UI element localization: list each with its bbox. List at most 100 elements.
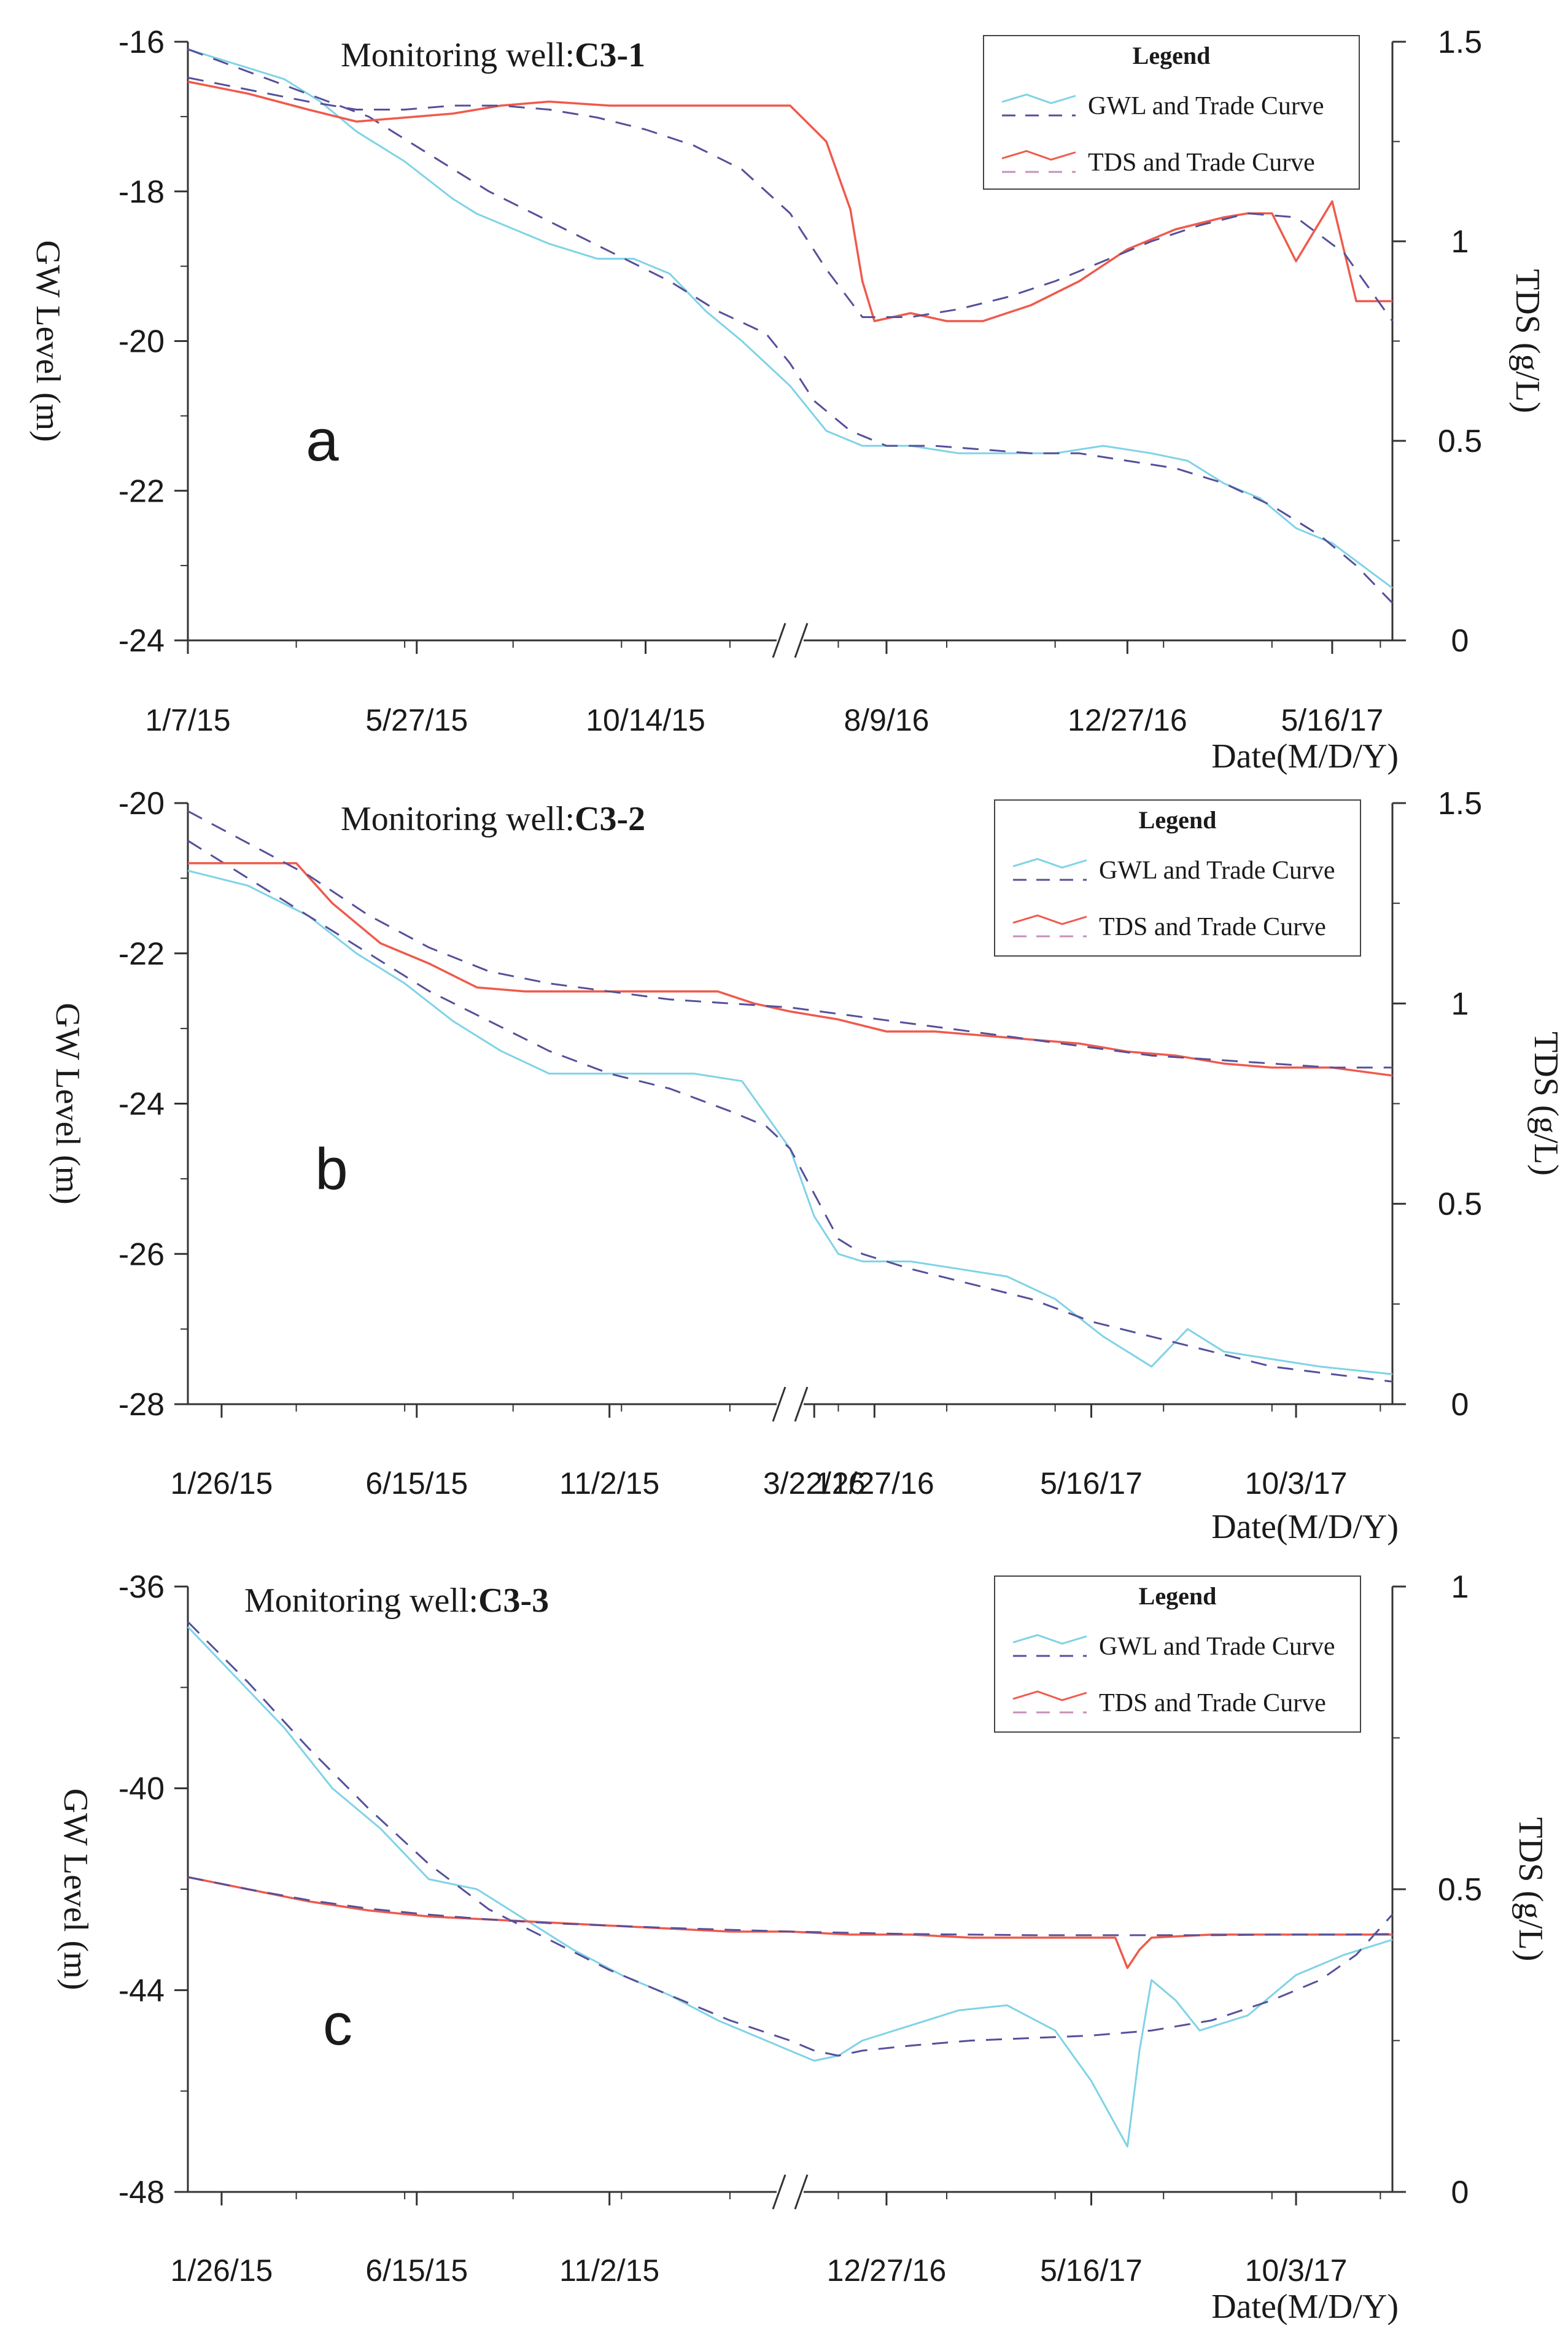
x-tick-label: 3/22/16 bbox=[763, 1466, 866, 1501]
legend: Legend GWL and Trade Curve TDS and Trade C… bbox=[994, 1575, 1361, 1733]
legend-entry-label: TDS and Trade Curve bbox=[1099, 1689, 1326, 1717]
y-tick-label-right: 1 bbox=[1451, 1569, 1469, 1605]
y-tick-label-right: 0.5 bbox=[1438, 424, 1482, 459]
series-gwl-line bbox=[187, 1626, 1393, 2148]
axis-break-mark bbox=[794, 1386, 809, 1422]
legend-swatch-solid bbox=[1012, 914, 1087, 925]
y-axis-label-right: TDS (g/L) bbox=[1527, 1031, 1565, 1176]
y-tick-label-left: -20 bbox=[118, 786, 165, 822]
x-tick-label: 11/2/15 bbox=[559, 2253, 659, 2288]
legend-swatch-solid bbox=[1001, 150, 1076, 161]
x-tick-label: 1/26/15 bbox=[171, 1466, 273, 1501]
x-tick-label: 6/15/15 bbox=[365, 1466, 468, 1501]
y-tick-label-left: -16 bbox=[118, 25, 165, 60]
axis-break-mark bbox=[772, 1386, 786, 1422]
series-gwl-trend-line bbox=[187, 1621, 1394, 2057]
legend-entry-label: GWL and Trade Curve bbox=[1088, 92, 1324, 120]
y-tick-label-right: 0 bbox=[1451, 623, 1469, 659]
x-tick-label: 8/9/16 bbox=[844, 703, 929, 737]
y-tick-label-left: -24 bbox=[118, 623, 165, 659]
y-tick-label-left: -48 bbox=[118, 2175, 165, 2210]
y-tick-label-left: -26 bbox=[118, 1237, 165, 1272]
y-axis-label-right: TDS (g/L) bbox=[1508, 269, 1547, 413]
axis-break-mark bbox=[772, 2174, 786, 2210]
y-tick-label-right: 1 bbox=[1451, 986, 1469, 1022]
legend-swatch-solid bbox=[1001, 93, 1076, 104]
legend: Legend GWL and Trade Curve TDS and Trade C… bbox=[983, 35, 1360, 190]
y-tick-label-right: 0.5 bbox=[1438, 1872, 1482, 1908]
y-tick-label-left: -44 bbox=[118, 1973, 165, 2008]
x-tick-label: 5/16/17 bbox=[1281, 703, 1383, 737]
y-axis-label-left: GW Level (m) bbox=[49, 1003, 87, 1205]
series-tds-trend-line bbox=[187, 1876, 1393, 1937]
x-tick-label: 10/3/17 bbox=[1245, 1466, 1348, 1501]
y-tick-label-left: -22 bbox=[118, 473, 165, 509]
chart-title-prefix: Monitoring well: bbox=[341, 800, 575, 838]
x-tick-label: 5/16/17 bbox=[1040, 2253, 1143, 2288]
chart-title-prefix: Monitoring well: bbox=[244, 1582, 478, 1620]
y-tick-label-right: 0 bbox=[1451, 2175, 1469, 2210]
chart-panel-b: -20 -22 -24 -26 -28 1.5 1 0.5 0 1/26/15 6/15/15 11/… bbox=[49, 786, 1565, 1546]
y-tick-label-left: -36 bbox=[118, 1569, 165, 1605]
series-tds-trend-line bbox=[187, 810, 1392, 1069]
x-tick-label: 10/3/17 bbox=[1245, 2253, 1348, 2288]
legend-box bbox=[994, 1575, 1361, 1733]
legend-box bbox=[983, 35, 1360, 190]
series-gwl-line bbox=[187, 48, 1393, 589]
panel-label: c bbox=[323, 1992, 352, 2057]
y-tick-label-right: 1.5 bbox=[1438, 786, 1482, 822]
legend: Legend GWL and Trade Curve TDS and Trade C… bbox=[994, 799, 1361, 957]
panel-label: b bbox=[315, 1136, 347, 1202]
legend-swatch-solid bbox=[1012, 858, 1087, 869]
x-tick-label: 6/15/15 bbox=[365, 2253, 468, 2288]
y-axis-label-left: GW Level (m) bbox=[56, 1789, 95, 1991]
y-tick-label-left: -20 bbox=[118, 324, 165, 360]
x-tick-label: 5/27/15 bbox=[365, 703, 468, 737]
chart-title: Monitoring well:C3-1 bbox=[341, 36, 645, 74]
axis-break-mark bbox=[794, 2174, 809, 2210]
y-tick-label-left: -22 bbox=[118, 936, 165, 972]
chart-panel-a: -16 -18 -20 -22 -24 1.5 1 0.5 0 1/7/15 5/27/15 10/1… bbox=[29, 25, 1547, 775]
y-axis-label-left: GW Level (m) bbox=[29, 240, 67, 442]
legend-entry-label: GWL and Trade Curve bbox=[1099, 1633, 1335, 1661]
y-tick-label-left: -24 bbox=[118, 1087, 165, 1122]
y-tick-label-right: 1 bbox=[1451, 224, 1469, 260]
y-tick-label-left: -28 bbox=[118, 1387, 165, 1423]
legend-entry-label: TDS and Trade Curve bbox=[1099, 913, 1326, 941]
legend-swatch-solid bbox=[1012, 1634, 1087, 1645]
chart-title-well: C3-2 bbox=[575, 800, 645, 838]
chart-title: Monitoring well:C3-2 bbox=[341, 800, 645, 838]
x-tick-label: 1/7/15 bbox=[145, 703, 230, 737]
legend-swatch-solid bbox=[1012, 1690, 1087, 1701]
legend-entry-label: TDS and Trade Curve bbox=[1088, 149, 1315, 177]
series-tds-trend-line bbox=[187, 77, 1394, 322]
x-tick-label: 10/14/15 bbox=[586, 703, 705, 737]
x-tick-label: 11/2/15 bbox=[559, 1466, 659, 1501]
chart-title: Monitoring well:C3-3 bbox=[244, 1582, 549, 1620]
chart-panel-c: -36 -40 -44 -48 1 0.5 0 1/26/15 6/15/15 11/2/15 12… bbox=[56, 1569, 1550, 2326]
x-tick-label: 12/27/16 bbox=[1068, 703, 1187, 737]
axis-break-mark bbox=[772, 623, 786, 658]
x-tick-label: 12/27/16 bbox=[827, 2253, 947, 2288]
series-tds-line bbox=[187, 1876, 1392, 1969]
y-tick-label-right: 0 bbox=[1451, 1387, 1469, 1423]
y-tick-label-left: -18 bbox=[118, 174, 165, 210]
x-axis-label: Date(M/D/Y) bbox=[1211, 1508, 1399, 1546]
x-axis-label: Date(M/D/Y) bbox=[1211, 2288, 1399, 2326]
x-tick-label: 5/16/17 bbox=[1040, 1466, 1143, 1501]
legend-entry-label: GWL and Trade Curve bbox=[1099, 857, 1335, 885]
legend-title: Legend bbox=[1139, 1582, 1217, 1610]
x-tick-label: 12/27/16 bbox=[815, 1466, 934, 1501]
legend-title: Legend bbox=[1139, 806, 1217, 834]
y-tick-label-right: 0.5 bbox=[1438, 1187, 1482, 1222]
series-gwl-trend-line bbox=[187, 48, 1394, 604]
legend-box bbox=[994, 799, 1361, 957]
y-tick-label-left: -40 bbox=[118, 1771, 165, 1807]
chart-title-well: C3-3 bbox=[478, 1582, 549, 1620]
axis-break-mark bbox=[794, 623, 809, 658]
legend-title: Legend bbox=[1133, 42, 1211, 69]
series-gwl-trend-line bbox=[187, 839, 1393, 1383]
y-axis-label-right: TDS (g/L) bbox=[1512, 1817, 1550, 1962]
x-tick-label: 1/26/15 bbox=[171, 2253, 273, 2288]
